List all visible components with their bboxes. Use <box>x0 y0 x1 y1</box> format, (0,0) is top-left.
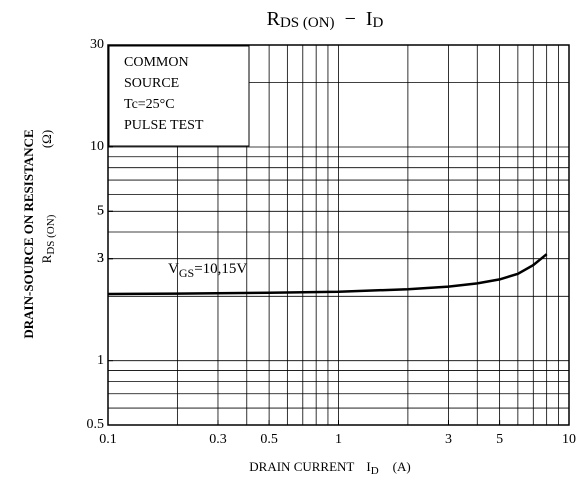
y-label-unit: (Ω) <box>39 130 54 148</box>
y-tick-label: 5 <box>97 204 104 219</box>
y-tick-label: 3 <box>97 251 104 266</box>
x-tick-label: 3 <box>445 432 452 447</box>
y-axis-label: DRAIN-SOURCE ON RESISTANCE (Ω) RDS (ON) <box>21 129 57 338</box>
annotation-part: V <box>168 261 179 277</box>
x-label-part: (A) <box>393 459 411 474</box>
x-tick-label: 1 <box>335 432 342 447</box>
annotation-part: =10,15V <box>194 261 247 277</box>
x-label-part: DRAIN CURRENT <box>249 459 354 474</box>
chart-title: RDS (ON) − ID <box>267 8 384 32</box>
x-tick-label: 0.5 <box>260 432 278 447</box>
annotation: VGS=10,15V <box>168 261 247 279</box>
y-tick-label: 5 <box>97 204 104 219</box>
legend-text: COMMON <box>124 55 189 70</box>
annotation-part: GS <box>179 266 194 280</box>
legend-text: SOURCE <box>124 76 179 91</box>
legend-text: Tc=25°C <box>124 97 175 112</box>
x-label-part: I <box>366 459 370 474</box>
title-part: DS (ON) <box>280 15 335 31</box>
x-tick-label: 10 <box>562 432 576 447</box>
legend-box <box>108 45 250 147</box>
curve <box>107 253 548 296</box>
x-label-part: D <box>371 465 379 477</box>
title-part: I <box>366 8 373 30</box>
y-label-part: R <box>39 254 54 263</box>
legend-text: PULSE TEST <box>124 118 204 133</box>
title-part: D <box>373 15 384 31</box>
x-tick-label: 0.3 <box>209 432 227 447</box>
y-tick-label: 3 <box>97 251 104 266</box>
y-tick-label: 30 <box>90 37 104 52</box>
title-part: R <box>267 8 281 30</box>
title-part: − <box>345 8 356 30</box>
x-tick-label: 5 <box>496 432 503 447</box>
y-tick-label: 10 <box>90 139 104 154</box>
y-tick-label: 1 <box>97 353 104 368</box>
y-label-part: DS (ON) <box>45 214 57 254</box>
y-label-line: DRAIN-SOURCE ON RESISTANCE <box>21 129 36 338</box>
x-tick-label: 0.1 <box>99 432 117 447</box>
x-axis-label: DRAIN CURRENT ID (A) <box>249 459 410 477</box>
y-label-symbol: RDS (ON) <box>39 214 57 263</box>
y-tick-label: 0.5 <box>87 417 105 432</box>
